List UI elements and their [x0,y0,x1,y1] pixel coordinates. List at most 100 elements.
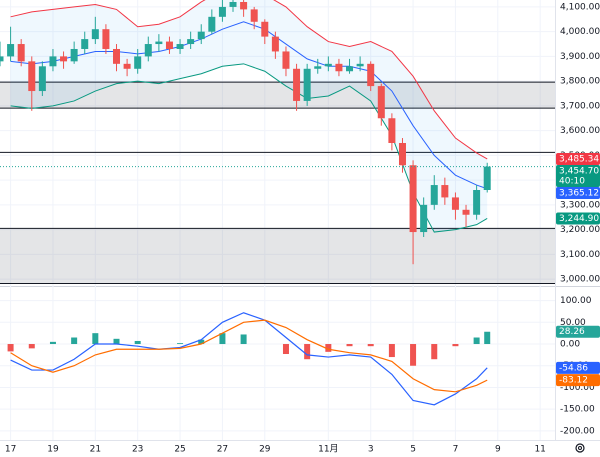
candle-body [441,185,449,198]
histogram-bar [325,344,332,352]
candle-body [38,66,46,92]
histogram-bar [282,344,289,355]
candle-body [462,209,470,215]
x-tick-label: 27 [217,445,228,455]
candle-body [113,48,121,64]
macd-line [10,312,488,406]
x-tick-label: 29 [259,445,271,455]
last-value-box [556,164,600,187]
y-tick-label: 4,100.00 [560,2,600,12]
candle-body [335,63,343,72]
candle-body [314,66,322,69]
last-value-box [556,186,600,199]
candle-body [303,68,311,101]
y-tick-label: 50.00 [560,318,586,328]
histogram-bar [113,338,120,345]
x-tick-label: 17 [5,445,16,455]
histogram-bar [92,333,99,345]
candle-body [420,204,428,233]
last-value-label: 3,454.70 [559,166,599,176]
last-value-label: 3,365.12 [559,188,599,198]
candle-body [218,6,226,17]
last-value-label: 3,244.90 [559,214,599,224]
candle-body [367,63,375,87]
candle-body [271,36,279,52]
histogram-bar [410,344,417,366]
last-value-label: 28.26 [559,327,585,337]
macd-line [10,319,488,393]
last-value-box [556,152,600,165]
y-tick-label: 0.00 [560,340,580,350]
x-tick-label: 21 [90,445,101,455]
plot-area [7,312,491,406]
histogram-bar [134,340,141,345]
histogram-bar [367,344,374,347]
candle-body [7,44,15,57]
y-tick-label: 3,800.00 [560,77,600,87]
x-tick-label: 3 [368,445,374,455]
candle-body [451,197,459,210]
last-value-label: 3,485.34 [559,154,599,164]
candle-body [165,41,173,49]
histogram-bar [7,344,14,352]
histogram-bar [388,344,395,358]
settings-icon[interactable] [575,443,585,453]
y-tick-label: 3,100.00 [560,250,600,260]
histogram-bar [71,337,78,345]
histogram-bar [49,341,56,345]
y-tick-label: 100.00 [560,296,592,306]
x-tick-label: 23 [132,445,143,455]
y-tick-label: 3,200.00 [560,225,600,235]
y-tick-label: 3,900.00 [560,52,600,62]
histogram-bar [219,333,226,345]
y-tick-label: -150.00 [560,405,595,415]
candle-body [346,66,354,72]
y-tick-label: 3,300.00 [560,200,600,210]
candle-body [324,63,332,67]
band-fill [10,0,488,233]
candle-body [176,44,184,49]
candle-body [261,21,269,37]
candle-body [187,39,195,45]
candle-body [430,185,438,205]
candle-body [28,61,36,92]
x-tick-label: 11月 [318,444,338,455]
x-tick-label: 11 [534,445,545,455]
x-tick-label: 9 [495,445,501,455]
candle-body [134,56,142,69]
candle-body [197,31,205,40]
last-value-box [556,325,600,338]
y-tick-label: -200.00 [560,426,595,436]
histogram-bar [484,331,491,345]
histogram-bar [177,343,184,345]
candle-body [102,29,110,49]
plot-area [0,0,555,285]
y-tick-label: 4,000.00 [560,27,600,37]
candle-body [0,56,4,62]
candle-body [398,142,406,166]
candle-body [208,16,216,32]
y-tick-label: -100.00 [560,383,595,393]
histogram-bar [28,344,35,349]
last-value-box [556,361,600,374]
settings-hub[interactable] [578,446,582,450]
candle-body [388,118,396,143]
histogram-bar [346,344,353,347]
candle-body [49,56,57,67]
zone [0,228,555,284]
candle-body [155,41,163,45]
settings-gear[interactable] [575,443,585,453]
histogram-bar [452,344,459,347]
last-value-label: -83.12 [559,376,588,386]
candle-body [409,165,417,233]
candle-body [91,29,99,40]
zone [0,82,555,109]
countdown-label: 40:10 [559,176,585,186]
histogram-bar [473,337,480,345]
histogram-bar [198,339,205,345]
y-tick-label: 3,600.00 [560,126,600,136]
candle-body [17,44,25,62]
x-tick-label: 7 [453,445,459,455]
histogram-bar [240,334,247,345]
